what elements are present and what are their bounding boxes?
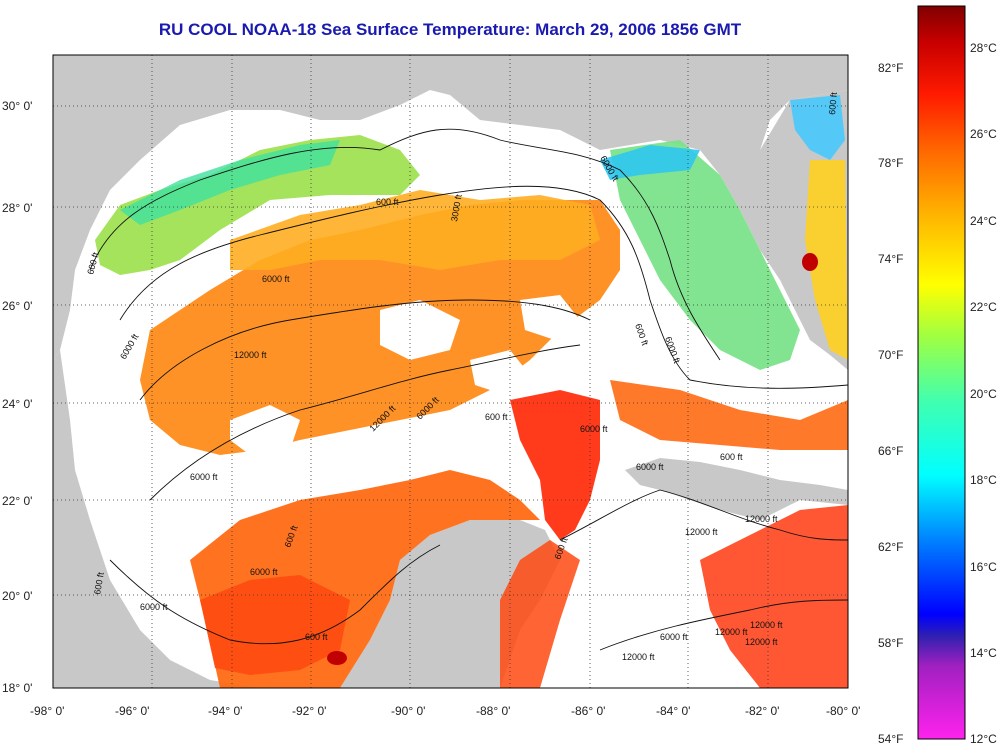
fahrenheit-tick: 70°F: [878, 348, 903, 362]
contour-label: 600 ft: [720, 452, 743, 462]
fahrenheit-tick: 66°F: [878, 444, 903, 458]
contour-label: 600 ft: [376, 197, 399, 207]
contour-labels: 600 ft 600 ft 600 ft 600 ft 600 ft 600 f…: [85, 91, 839, 662]
celsius-tick: 24°C: [970, 214, 997, 228]
contour-label: 12000 ft: [622, 652, 655, 662]
lon-tick: -96° 0': [115, 704, 149, 718]
sst-data: [95, 95, 848, 688]
lon-tick: -90° 0': [391, 704, 425, 718]
contour-label: 600 ft: [485, 412, 508, 422]
bathymetry-contours: [89, 128, 848, 651]
lat-tick: 20° 0': [2, 589, 32, 603]
contour-label: 6000 ft: [660, 632, 688, 642]
celsius-tick: 22°C: [970, 300, 997, 314]
contour-label: 6000 ft: [580, 424, 608, 434]
lat-tick: 30° 0': [2, 99, 32, 113]
contour-label: 600 ft: [827, 91, 839, 115]
contour-label: 12000 ft: [685, 527, 718, 537]
lat-tick: 24° 0': [2, 397, 32, 411]
land-mexico: [53, 350, 260, 688]
lon-tick: -80° 0': [826, 704, 860, 718]
lon-tick: -94° 0': [208, 704, 242, 718]
fahrenheit-tick: 58°F: [878, 636, 903, 650]
contour-label: 600 ft: [305, 632, 328, 642]
contour-label: 6000 ft: [262, 274, 290, 284]
celsius-tick: 14°C: [970, 646, 997, 660]
land-cuba: [625, 458, 848, 520]
contour-label: 12000 ft: [715, 627, 748, 637]
celsius-tick: 18°C: [970, 473, 997, 487]
contour-label: 6000 ft: [250, 567, 278, 577]
map-frame: [52, 54, 849, 689]
lat-tick: 22° 0': [2, 494, 32, 508]
latitude-axis: 18° 0' 20° 0' 22° 0' 24° 0' 26° 0' 28° 0…: [2, 99, 32, 695]
contour-label: 6000 ft: [140, 602, 168, 612]
celsius-tick: 28°C: [970, 41, 997, 55]
lon-tick: -84° 0': [656, 704, 690, 718]
fahrenheit-tick: 82°F: [878, 61, 903, 75]
lat-tick: 18° 0': [2, 681, 32, 695]
fahrenheit-tick: 78°F: [878, 156, 903, 170]
longitude-axis: -98° 0' -96° 0' -94° 0' -92° 0' -90° 0' …: [30, 704, 860, 718]
celsius-tick: 26°C: [970, 127, 997, 141]
contour-label: 12000 ft: [745, 637, 778, 647]
map-title: RU COOL NOAA-18 Sea Surface Temperature:…: [158, 20, 742, 39]
contour-label: 6000 ft: [636, 462, 664, 472]
contour-label: 12000 ft: [750, 620, 783, 630]
graticule: [53, 55, 848, 688]
lon-tick: -82° 0': [745, 704, 779, 718]
lat-tick: 26° 0': [2, 299, 32, 313]
map-area: [53, 55, 848, 688]
fahrenheit-tick: 74°F: [878, 252, 903, 266]
celsius-tick: 20°C: [970, 387, 997, 401]
fahrenheit-tick: 62°F: [878, 540, 903, 554]
lon-tick: -92° 0': [292, 704, 326, 718]
land-north: [53, 55, 848, 360]
celsius-tick: 16°C: [970, 560, 997, 574]
contour-label: 600 ft: [92, 571, 106, 595]
contour-label: 3000 ft: [449, 193, 464, 222]
contour-label: 12000 ft: [745, 514, 778, 524]
lon-tick: -86° 0': [571, 704, 605, 718]
lat-tick: 28° 0': [2, 201, 32, 215]
colorbar: 82°F 78°F 74°F 70°F 66°F 62°F 58°F 54°F …: [878, 5, 997, 746]
contour-label: 6000 ft: [190, 472, 218, 482]
contour-label: 12000 ft: [234, 350, 267, 360]
lon-tick: -98° 0': [30, 704, 64, 718]
fahrenheit-tick: 54°F: [878, 732, 903, 746]
lon-tick: -88° 0': [476, 704, 510, 718]
celsius-tick: 12°C: [970, 732, 997, 746]
